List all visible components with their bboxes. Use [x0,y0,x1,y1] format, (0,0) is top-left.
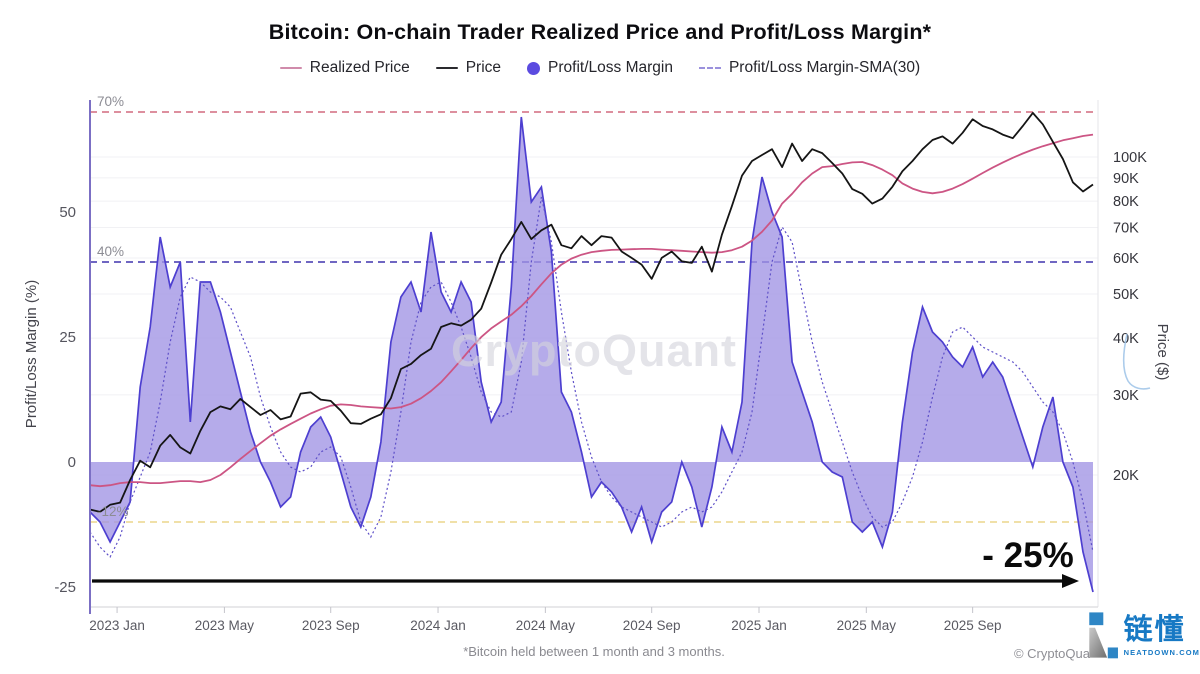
axis-frame [89,100,1099,614]
brand-site: NEATDOWN.COM [1123,647,1200,657]
left-axis-tick-label: 25 [59,329,76,346]
margin-sma-line [89,196,1094,559]
price-line-swatch-icon [435,67,458,69]
left-axis-tick-label: 0 [68,454,76,471]
series-layer [89,112,1094,593]
left-axis-title: Profit/Loss Margin (%) [23,280,40,428]
minus-25-annotation: - 25% [92,536,1079,588]
margin-area-outline [89,116,1094,593]
x-axis-tick-label: 2024 Sep [623,618,681,633]
x-axis-tick-label: 2024 May [516,618,576,633]
reference-lines [90,111,1098,523]
right-axis-tick-label: 90K [1113,171,1139,187]
right-axis-tick-label: 20K [1113,468,1139,484]
brand-logo[interactable]: 链懂 NEATDOWN.COM [1088,598,1200,674]
legend-label: Profit/Loss Margin-SMA(30) [728,59,921,76]
right-axis-tick-label: 100K [1113,150,1147,166]
legend-item-margin: Profit/Loss Margin [527,59,673,77]
x-axis-tick-label: 2023 Jan [89,618,145,633]
margin-sma-dash-swatch-icon [698,67,721,69]
footnote: *Bitcoin held between 1 month and 3 mont… [463,644,725,659]
chart-title: Bitcoin: On-chain Trader Realized Price … [268,20,932,44]
price-line [89,112,1094,513]
right-axis-title: Price ($) [1154,324,1171,381]
realized-price-line [89,133,1094,488]
legend-item-price: Price [435,59,502,77]
right-axis-tick-label: 30K [1113,388,1139,404]
legend-item-realized-price: Realized Price [279,59,410,77]
right-axis-tick-label: 50K [1113,287,1139,303]
left-axis-tick-label: 50 [59,204,76,221]
legend: Realized Price Price Profit/Loss Margin … [0,59,1200,77]
x-axis-tick-label: 2023 Sep [302,618,360,633]
annotation-arrowhead-icon [1062,574,1079,588]
x-axis-tick-label: 2025 Jan [731,618,787,633]
price-axis-squiggle-icon [1122,333,1151,390]
right-axis-tick-label: 70K [1113,220,1139,236]
brand-logo-mark-icon [1089,612,1118,659]
x-axis-tick-label: 2024 Jan [410,618,466,633]
reference-line-label: 70% [97,94,124,109]
copyright: © CryptoQua [1013,646,1090,661]
reference-line-label: -12% [97,504,129,519]
legend-label: Profit/Loss Margin [548,59,673,76]
margin-dot-swatch-icon [527,61,541,75]
x-axis-tick-label: 2025 Sep [944,618,1002,633]
legend-label: Realized Price [309,59,410,76]
legend-item-margin-sma: Profit/Loss Margin-SMA(30) [698,59,921,77]
axis-ticks [116,607,974,613]
realized-price-line-swatch-icon [279,67,302,69]
x-axis-tick-label: 2023 May [195,618,255,633]
annotation-text: - 25% [982,536,1073,575]
legend-label: Price [465,59,502,76]
brand-name: 链懂 [1123,613,1186,646]
brand-text: 链懂 NEATDOWN.COM [1123,613,1200,657]
margin-area-fill [90,117,1093,592]
reference-line-labels: 70% 40% -12% [97,94,129,519]
reference-line-label: 40% [97,244,124,259]
axis-tick-labels: 50250-25100K90K80K70K60K50K40K30K20K2023… [54,150,1147,633]
right-axis-tick-label: 80K [1113,194,1139,210]
left-axis-tick-label: -25 [54,579,76,596]
x-axis-tick-label: 2025 May [837,618,897,633]
right-axis-tick-label: 60K [1113,251,1139,267]
